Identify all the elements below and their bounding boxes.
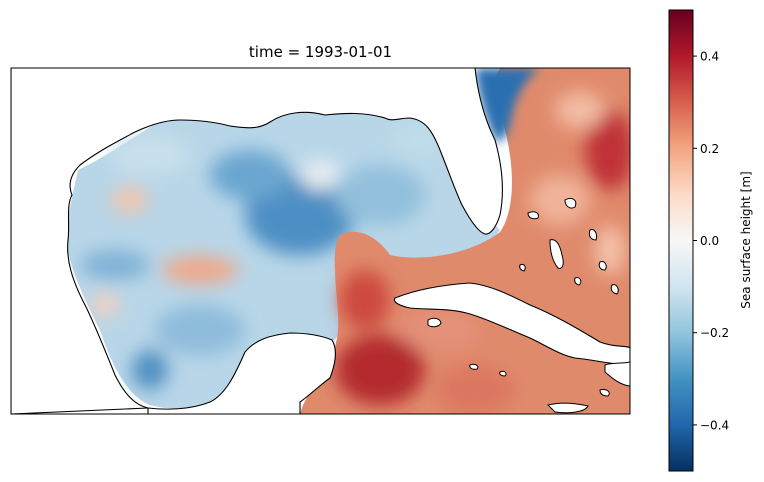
colorbar-tick-label: 0.0 bbox=[700, 234, 719, 248]
colorbar-tick-label: −0.2 bbox=[700, 326, 729, 340]
colorbar-gradient bbox=[668, 9, 694, 472]
atlantic-low-field bbox=[475, 68, 540, 142]
colorbar-tick-label: −0.4 bbox=[700, 418, 729, 432]
colorbar-ticks: 0.4 0.2 0.0 −0.2 −0.4 bbox=[693, 50, 729, 432]
gulf-anomalies bbox=[80, 120, 450, 390]
yucatan-peninsula bbox=[147, 332, 336, 414]
map-frame bbox=[10, 67, 631, 415]
us-mainland bbox=[11, 68, 504, 414]
colorbar: 0.4 0.2 0.0 −0.2 −0.4 Sea surface height [m] bbox=[668, 9, 753, 472]
colorbar-tick-label: 0.2 bbox=[700, 142, 719, 156]
colorbar-label: Sea surface height [m] bbox=[739, 171, 753, 308]
plot-title: time = 1993-01-01 bbox=[248, 43, 393, 61]
map-panel bbox=[11, 68, 630, 414]
colorbar-tick-label: 0.4 bbox=[700, 50, 719, 64]
caribbean-anomalies bbox=[335, 92, 630, 414]
